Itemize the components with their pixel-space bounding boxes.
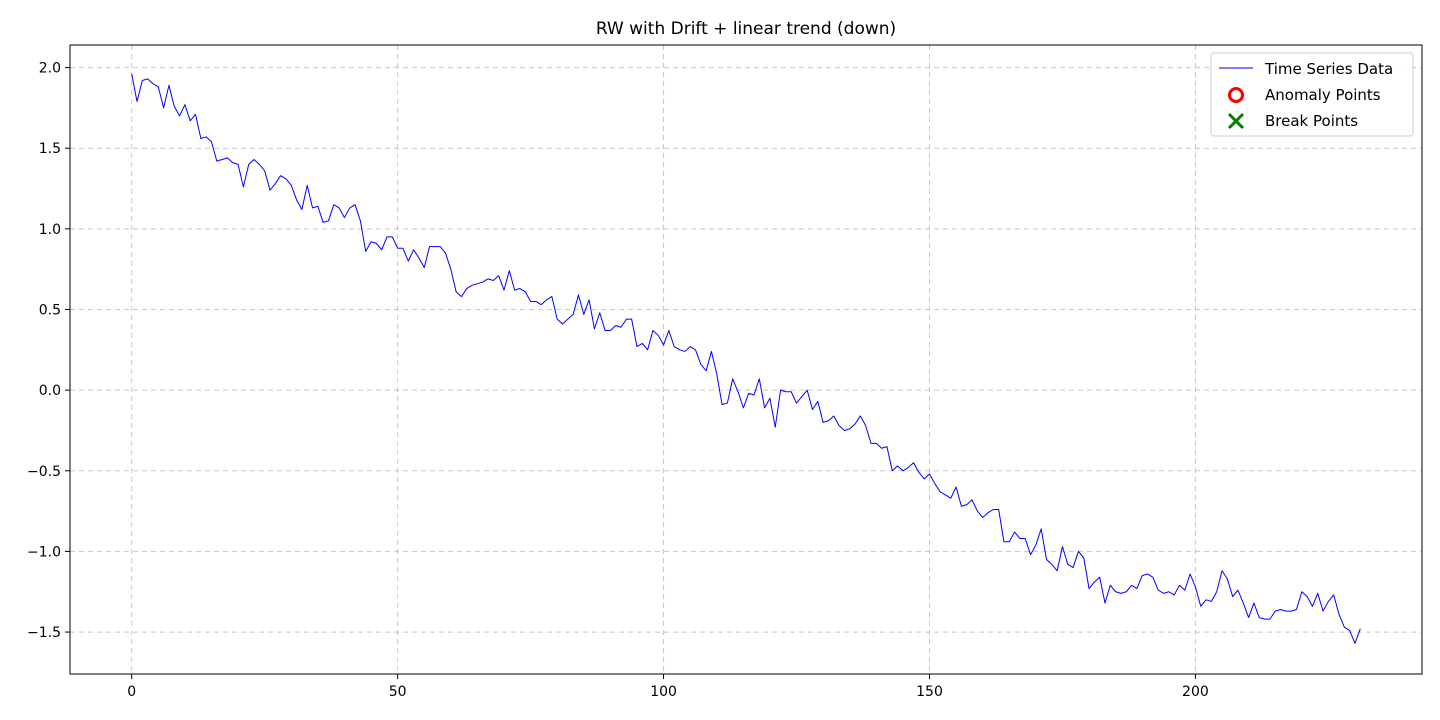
y-tick-label: −1.0 bbox=[27, 544, 61, 560]
x-tick-label: 50 bbox=[389, 684, 407, 700]
grid bbox=[70, 45, 1422, 674]
legend-label: Break Points bbox=[1265, 112, 1358, 130]
x-tick-label: 100 bbox=[650, 684, 677, 700]
y-tick-label: 1.0 bbox=[39, 222, 61, 238]
y-tick-label: 0.0 bbox=[39, 383, 61, 399]
legend-label: Anomaly Points bbox=[1265, 86, 1381, 104]
legend: Time Series Data Anomaly Points Break Poin… bbox=[1210, 52, 1414, 137]
legend-x-icon bbox=[1227, 112, 1245, 130]
legend-label: Time Series Data bbox=[1264, 60, 1393, 78]
y-tick-label: 2.0 bbox=[39, 61, 61, 77]
x-tick-label: 200 bbox=[1182, 684, 1209, 700]
chart-title: RW with Drift + linear trend (down) bbox=[596, 19, 896, 39]
plot-frame bbox=[69, 44, 1423, 675]
legend-circle-icon bbox=[1228, 87, 1244, 103]
legend-item: Break Points bbox=[1227, 112, 1358, 130]
series-line bbox=[131, 73, 1361, 644]
y-tick-label: −1.5 bbox=[27, 625, 61, 641]
y-tick-label: 1.5 bbox=[39, 141, 61, 157]
y-tick-label: 0.5 bbox=[39, 303, 61, 319]
legend-box bbox=[1210, 52, 1414, 137]
x-axis: 0 50 100 150 200 bbox=[127, 674, 1209, 700]
x-tick-label: 0 bbox=[127, 684, 136, 700]
legend-item: Time Series Data bbox=[1219, 60, 1393, 78]
series-layer bbox=[131, 73, 1361, 644]
y-axis: 2.0 1.5 1.0 0.5 0.0 −0.5 −1.0 −1.5 bbox=[27, 61, 70, 641]
x-tick-label: 150 bbox=[916, 684, 943, 700]
y-tick-label: −0.5 bbox=[27, 464, 61, 480]
legend-item: Anomaly Points bbox=[1228, 86, 1381, 104]
